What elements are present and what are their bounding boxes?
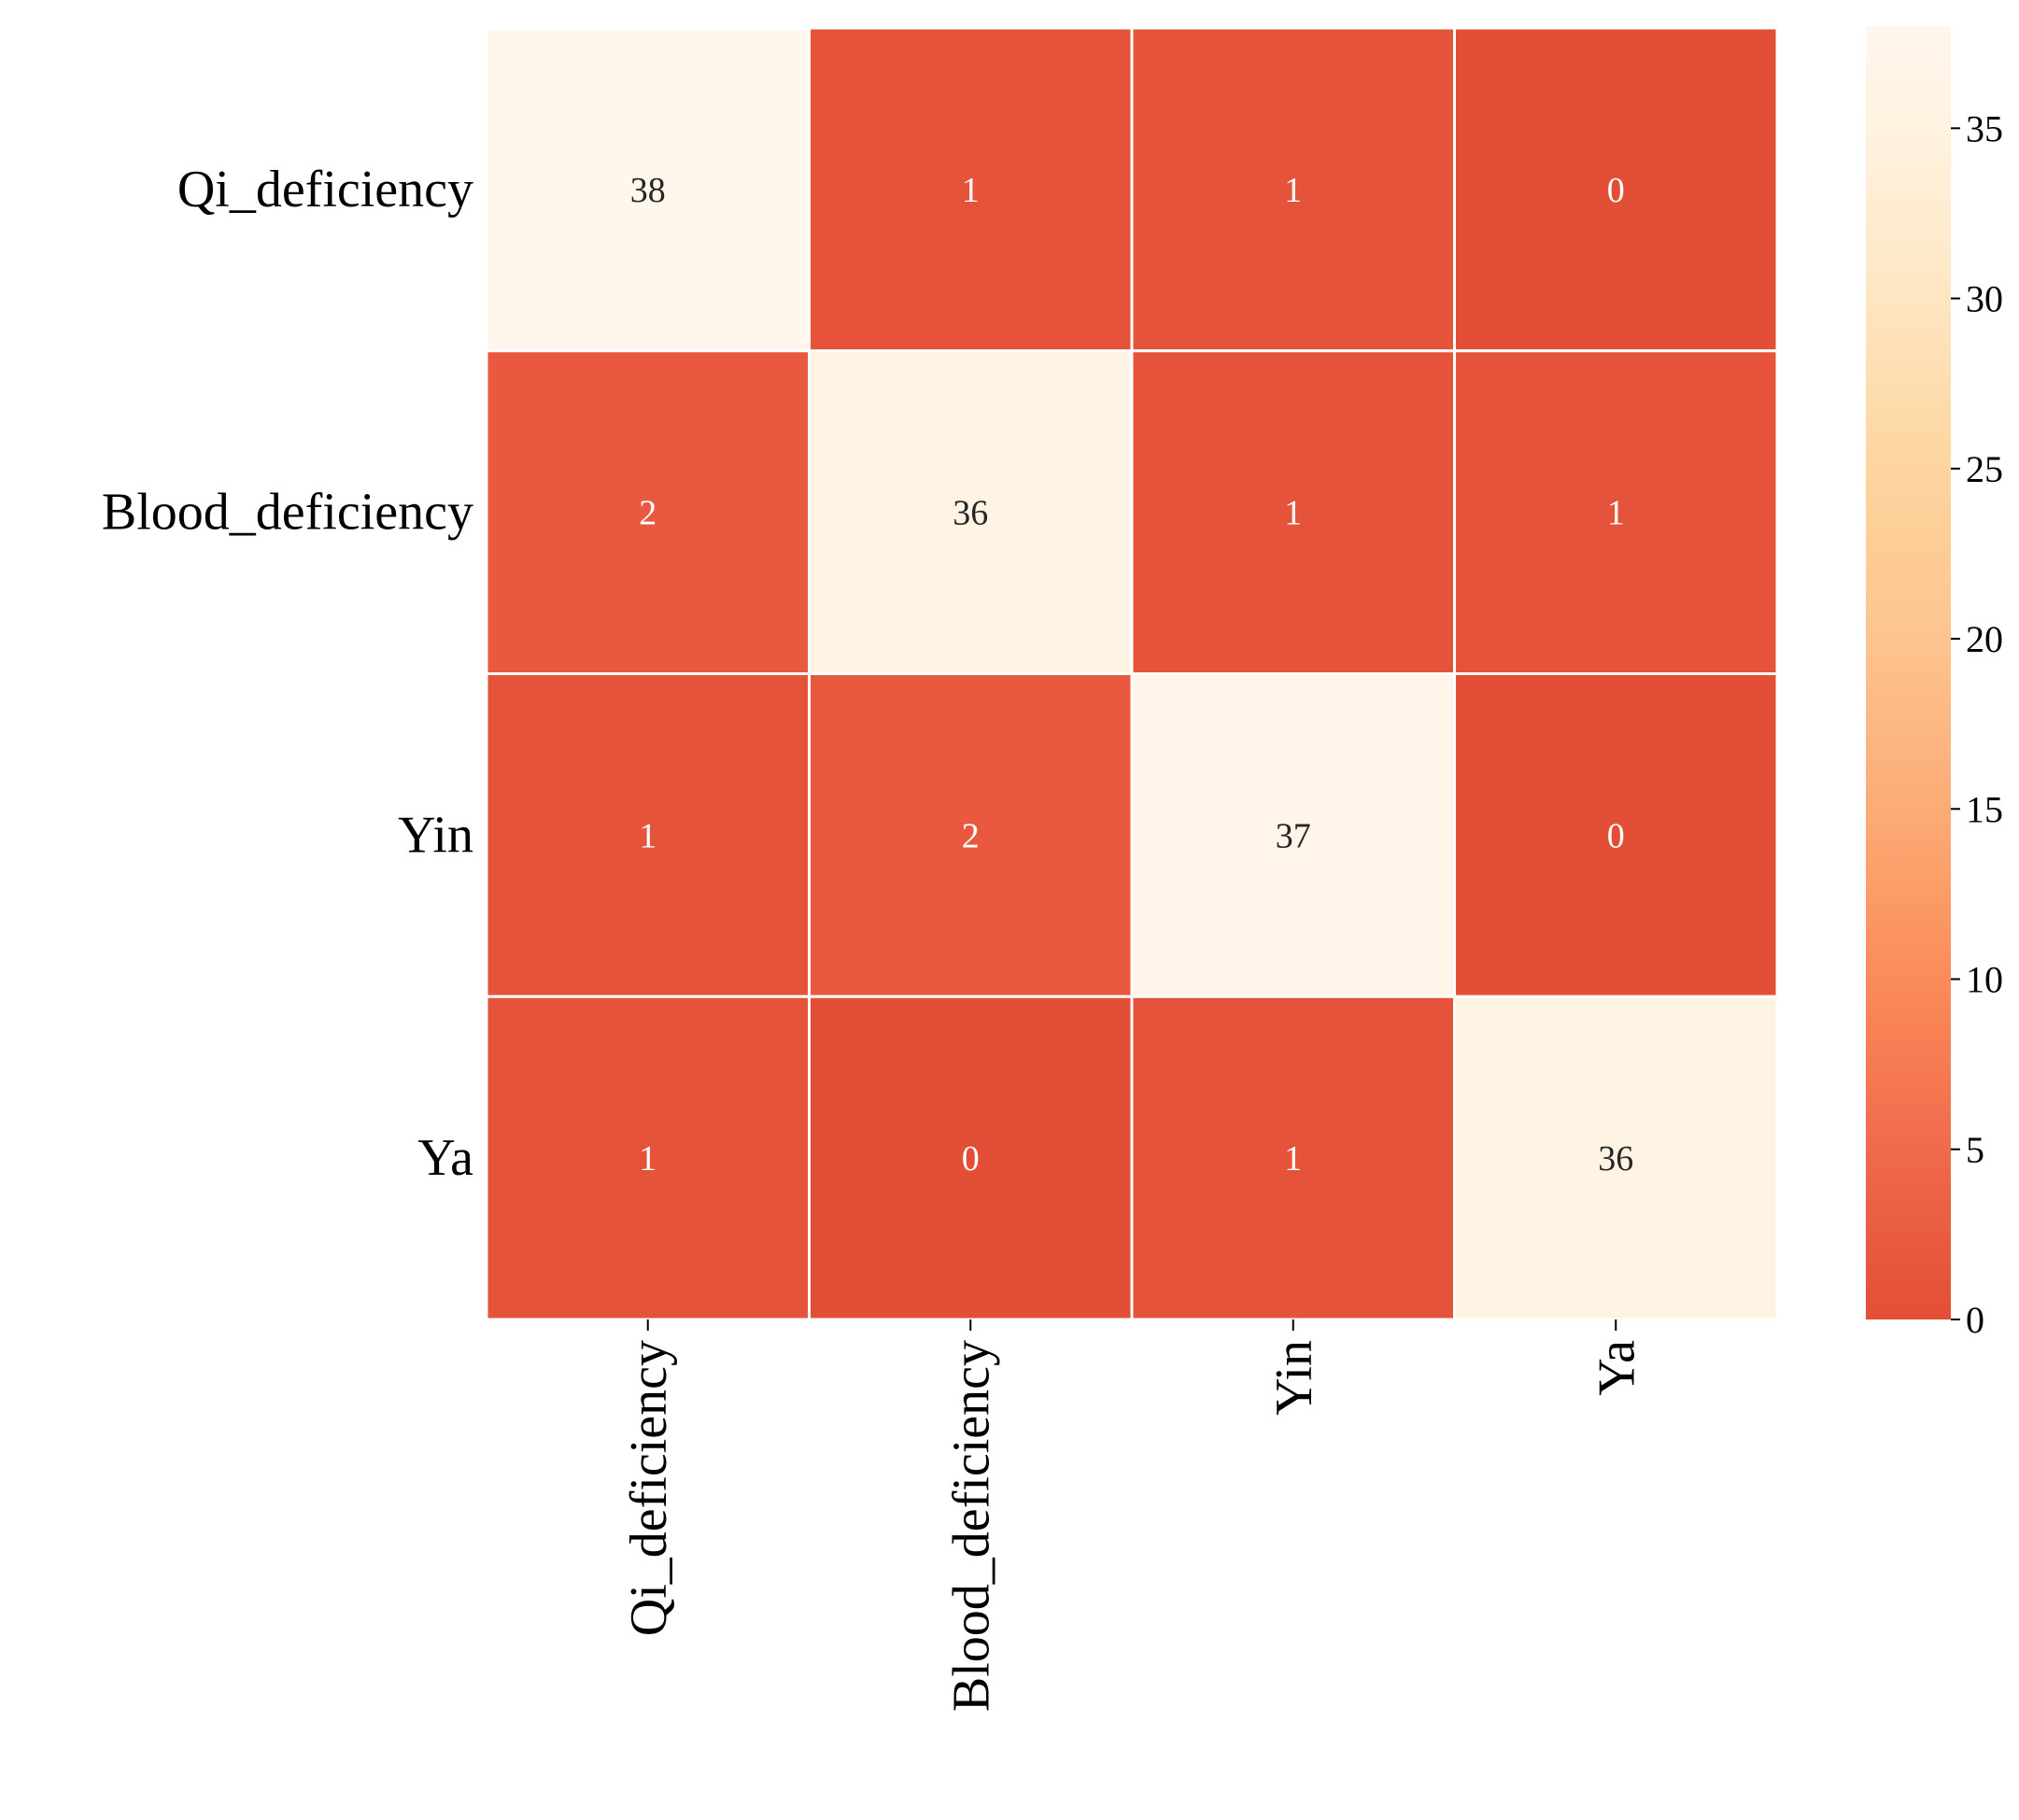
heatmap-cell	[485, 26, 811, 353]
heatmap-cell	[1130, 26, 1456, 353]
heatmap-cell	[1453, 995, 1779, 1321]
cell-annotation: 1	[639, 816, 657, 855]
heatmap-cell	[808, 349, 1134, 675]
heatmap-cell	[485, 995, 811, 1321]
y-tick-label: Qi_deficiency	[177, 161, 473, 219]
colorbar-tick-label: 5	[1966, 1129, 1984, 1171]
cell-annotation: 1	[1284, 494, 1302, 533]
heatmap-cell	[1453, 26, 1779, 353]
y-axis-labels: Qi_deficiency Blood_deficiency Yin Ya	[102, 161, 473, 1187]
colorbar-tick-label: 20	[1966, 618, 2003, 660]
colorbar-tick-label: 10	[1966, 959, 2003, 1001]
cell-annotation: 2	[962, 816, 980, 855]
heatmap-cell	[1453, 672, 1779, 998]
heatmap-cell	[808, 995, 1134, 1321]
cell-annotation: 2	[639, 494, 657, 533]
heatmap-cells: 38 1 1 0 2 36 1 1 1 2 37 0 1 0 1 36	[485, 26, 1779, 1321]
colorbar-tick-label: 15	[1966, 788, 2003, 830]
x-axis-labels: Qi_deficiency Blood_deficiency Yin Ya	[620, 1319, 1645, 1712]
cell-annotation: 0	[1607, 816, 1625, 855]
colorbar-gradient	[1866, 26, 1951, 1319]
colorbar-tick-label: 30	[1966, 278, 2003, 320]
cell-annotation: 1	[639, 1139, 657, 1178]
heatmap-cell	[1453, 349, 1779, 675]
heatmap-cell	[1130, 995, 1456, 1321]
colorbar-tick-label: 25	[1966, 448, 2003, 490]
cell-annotation: 38	[630, 171, 666, 210]
cell-annotation: 36	[1598, 1139, 1633, 1178]
y-tick-label: Blood_deficiency	[102, 484, 473, 542]
cell-annotation: 1	[1284, 171, 1302, 210]
cell-annotation: 37	[1276, 816, 1311, 855]
cell-annotation: 0	[962, 1139, 980, 1178]
cell-annotation: 1	[1607, 494, 1625, 533]
x-tick-label: Qi_deficiency	[620, 1340, 678, 1636]
cell-annotation: 36	[953, 494, 988, 533]
colorbar-tick-label: 0	[1966, 1299, 1984, 1341]
x-tick-label: Blood_deficiency	[942, 1340, 1000, 1712]
x-tick-label: Ya	[1588, 1340, 1645, 1396]
heatmap-cell	[485, 349, 811, 675]
heatmap-cell	[808, 672, 1134, 998]
cell-annotation: 1	[962, 171, 980, 210]
y-tick-label: Yin	[398, 806, 473, 864]
cell-annotation: 0	[1607, 171, 1625, 210]
x-tick-label: Yin	[1265, 1340, 1323, 1416]
y-tick-label: Ya	[417, 1129, 473, 1187]
heatmap-cell	[808, 26, 1134, 353]
cell-annotation: 1	[1284, 1139, 1302, 1178]
colorbar: 0 5 10 15 20 25 30 35	[1866, 26, 2003, 1341]
colorbar-tick-label: 35	[1966, 107, 2003, 149]
